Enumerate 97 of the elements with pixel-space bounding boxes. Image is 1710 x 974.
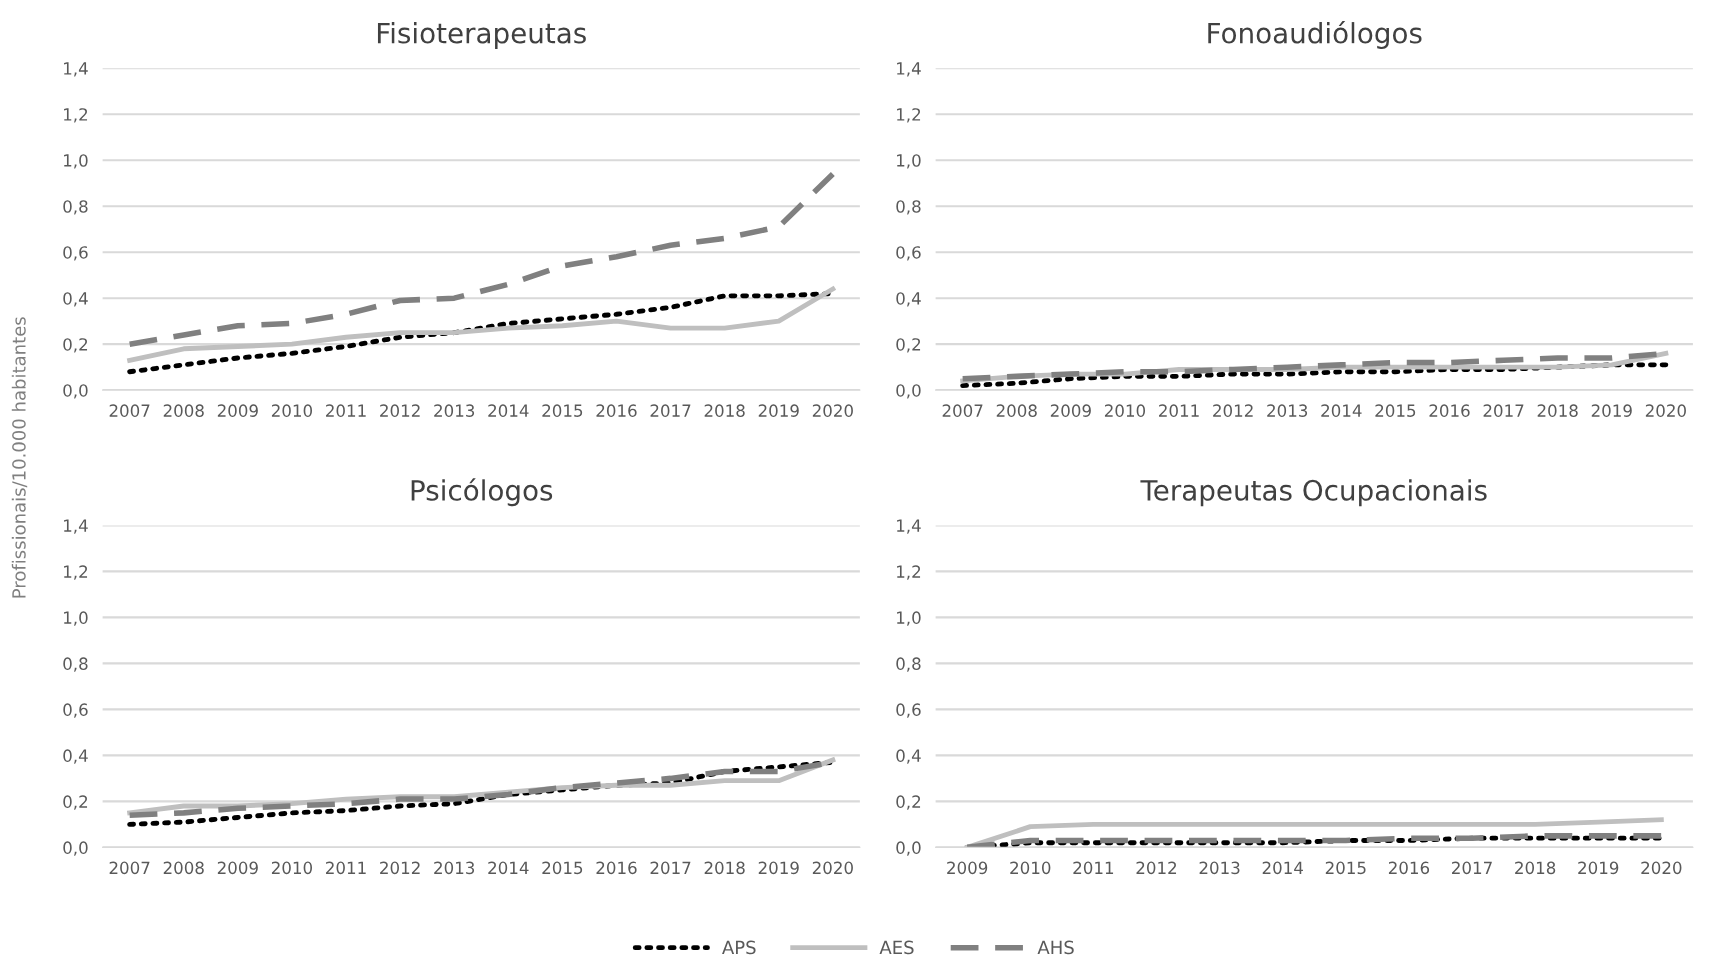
x-tick-label: 2011 [1159,404,1199,417]
y-tick-label: 1,2 [897,565,921,580]
y-tick-label: 0,8 [63,200,88,215]
x-tick-label: 2008 [163,861,204,875]
x-tick-label: 2019 [1591,404,1632,417]
x-tick-label: 2015 [542,404,583,417]
x-tick-label: 2019 [758,861,799,875]
x-tick-label: 2007 [109,861,150,875]
y-tick-label: 1,0 [897,611,921,626]
x-tick-label: 2011 [326,404,366,417]
y-tick-label: 1,2 [64,565,88,580]
y-tick-label: 0,0 [63,841,88,856]
x-tick-label: 2009 [217,404,258,417]
x-tick-label: 2016 [596,404,637,417]
x-tick-label: 2010 [1010,861,1051,875]
line-series [964,817,1664,848]
y-tick-label: 0,0 [896,841,921,856]
x-tick-label: 2011 [1073,861,1114,875]
x-tick-label: 2012 [380,404,420,417]
chart-title: Fisioterapeutas [377,22,586,49]
x-tick-label: 2016 [596,861,637,875]
x-tick-label: 2017 [650,861,691,875]
x-tick-label: 2012 [380,861,420,875]
x-tick-label: 2020 [1641,861,1682,875]
line-series [127,286,836,363]
y-tick-label: 0,4 [896,749,921,764]
x-tick-label: 2018 [704,404,745,417]
y-tick-label: 0,0 [896,384,921,399]
x-tick-label: 2012 [1213,404,1253,417]
x-tick-label: 2020 [812,404,853,417]
y-axis-title: Profissionais/10.000 habitantes [11,317,28,598]
y-tick-label: 0,0 [63,384,88,399]
y-tick-label: 1,2 [64,108,88,123]
y-tick-label: 1,0 [64,611,88,626]
x-tick-label: 2010 [271,861,313,875]
x-tick-label: 2014 [488,861,529,875]
y-tick-label: 0,2 [896,338,921,353]
x-tick-label: 2010 [1104,404,1146,417]
x-tick-label: 2017 [1452,861,1492,875]
chart-title: Psicólogos [411,478,553,507]
x-tick-label: 2019 [1578,861,1619,875]
x-tick-label: 2009 [217,861,258,875]
x-tick-label: 2013 [434,861,475,875]
y-tick-label: 0,8 [63,657,88,672]
x-tick-label: 2014 [1262,861,1303,875]
y-tick-label: 1,4 [64,519,88,534]
x-tick-label: 2018 [1537,404,1578,417]
y-tick-label: 0,2 [63,338,88,353]
y-tick-label: 0,6 [896,246,921,261]
x-tick-label: 2014 [1321,404,1362,417]
legend-label: APS [722,940,756,955]
y-tick-label: 1,0 [64,154,88,169]
x-tick-label: 2008 [163,404,204,417]
x-tick-label: 2013 [1199,861,1240,875]
y-tick-label: 0,6 [63,246,88,261]
y-tick-label: 0,8 [896,657,921,672]
y-tick-label: 0,2 [896,795,921,810]
y-tick-label: 1,2 [897,108,921,123]
y-tick-label: 0,2 [63,795,88,810]
chart-title: Terapeutas Ocupacionais [1140,479,1487,507]
x-tick-label: 2013 [434,404,475,417]
x-tick-label: 2017 [650,404,691,417]
x-tick-label: 2013 [1267,404,1308,417]
x-tick-label: 2009 [947,861,988,875]
y-tick-label: 0,4 [63,749,88,764]
y-tick-label: 0,6 [896,703,921,718]
x-tick-label: 2008 [996,404,1037,417]
x-tick-label: 2011 [326,861,366,875]
chart-title: Fonoaudiólogos [1208,20,1422,49]
x-tick-label: 2010 [271,404,313,417]
x-tick-label: 2020 [812,861,853,875]
y-tick-label: 0,4 [63,292,88,307]
x-tick-label: 2016 [1388,861,1430,875]
x-tick-label: 2014 [488,404,529,417]
x-tick-label: 2018 [704,861,745,875]
y-tick-label: 0,4 [896,292,921,307]
y-tick-label: 0,8 [896,200,921,215]
x-tick-label: 2012 [1136,861,1177,875]
x-tick-label: 2015 [1325,861,1366,875]
x-tick-label: 2007 [109,404,150,417]
y-tick-label: 1,0 [897,154,921,169]
x-tick-label: 2015 [542,861,583,875]
x-tick-label: 2020 [1645,404,1686,417]
y-tick-label: 1,4 [897,519,921,534]
x-tick-label: 2009 [1050,404,1091,417]
x-tick-label: 2017 [1483,404,1524,417]
y-tick-label: 1,4 [897,62,921,77]
x-tick-label: 2018 [1515,861,1556,875]
y-tick-label: 1,4 [64,62,88,77]
x-tick-label: 2015 [1375,404,1416,417]
legend-label: AES [879,940,914,955]
x-tick-label: 2016 [1429,404,1470,417]
y-tick-label: 0,6 [63,703,88,718]
line-series [960,362,1669,388]
legend-label: AHS [1037,940,1074,955]
x-tick-label: 2019 [758,404,799,417]
x-tick-label: 2007 [942,404,983,417]
